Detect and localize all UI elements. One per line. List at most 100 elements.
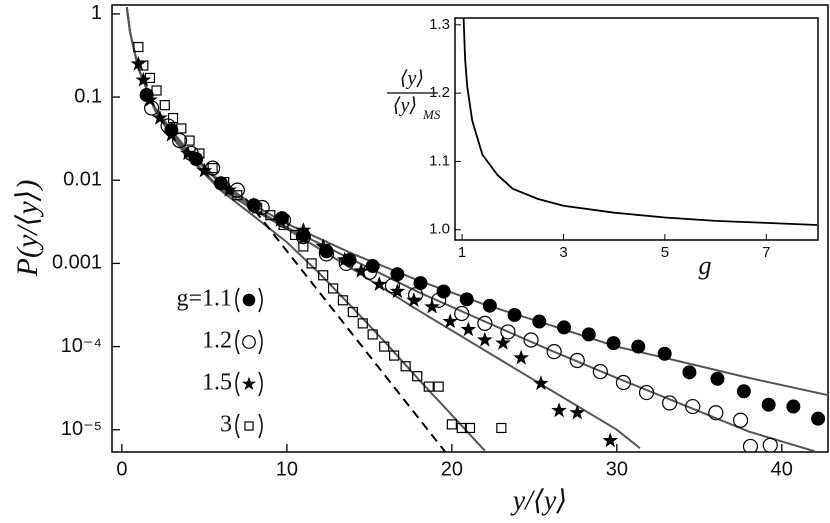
marker xyxy=(176,123,187,134)
marker xyxy=(337,295,349,306)
inset-y-numerator: ⟨y⟩ xyxy=(400,68,424,90)
x-tick-label: 30 xyxy=(606,458,628,480)
marker xyxy=(347,306,358,318)
y-tick-label: 0.1 xyxy=(74,85,102,107)
main-frame xyxy=(111,4,829,453)
legend-paren xyxy=(258,413,263,439)
legend-marker xyxy=(242,293,256,307)
marker xyxy=(477,315,493,331)
marker xyxy=(454,305,470,322)
legend-paren xyxy=(258,371,263,397)
marker xyxy=(507,307,522,322)
main-plot xyxy=(125,7,828,452)
legend-paren xyxy=(235,329,240,355)
marker xyxy=(278,219,289,231)
y-tick-label: 0.01 xyxy=(63,169,102,191)
marker xyxy=(459,292,474,307)
marker xyxy=(379,341,390,352)
marker xyxy=(265,210,276,221)
legend-label: 1.2 xyxy=(202,328,232,354)
dashed-line xyxy=(244,198,447,452)
marker xyxy=(219,177,230,188)
marker xyxy=(732,412,749,428)
x-axis-label: y/⟨y⟩ xyxy=(510,485,567,516)
marker xyxy=(477,331,493,347)
marker xyxy=(246,197,262,212)
marker xyxy=(384,278,401,294)
marker xyxy=(413,276,428,291)
legend-paren xyxy=(235,371,240,397)
marker xyxy=(662,395,678,411)
marker xyxy=(232,190,243,201)
y-tick-label: 0.001 xyxy=(52,252,102,274)
marker xyxy=(327,283,339,294)
marker xyxy=(592,364,608,380)
inset-y-tick-label: 1.0 xyxy=(429,221,450,238)
inset-x-axis-label: g xyxy=(699,251,712,280)
marker xyxy=(133,41,144,53)
marker xyxy=(221,181,237,197)
marker xyxy=(406,292,422,307)
marker xyxy=(138,60,149,71)
marker xyxy=(546,344,562,360)
x-tick-label: 40 xyxy=(771,458,793,480)
marker xyxy=(315,238,331,254)
marker xyxy=(159,100,170,111)
marker xyxy=(710,371,725,386)
marker xyxy=(523,332,539,348)
marker xyxy=(318,270,329,281)
marker xyxy=(353,262,369,278)
marker xyxy=(196,162,213,178)
inset-y-subscript: MS xyxy=(422,107,441,122)
inset-y-tick-label: 1.3 xyxy=(429,16,450,33)
marker xyxy=(557,320,572,335)
marker xyxy=(657,346,672,361)
marker xyxy=(569,404,586,420)
marker xyxy=(338,255,354,272)
marker xyxy=(400,361,411,372)
y-tick-label: 10⁻⁵ xyxy=(61,418,102,440)
marker xyxy=(496,422,507,434)
marker xyxy=(163,126,180,142)
legend-label: 1.5 xyxy=(202,370,232,396)
marker xyxy=(135,71,152,87)
legend-paren xyxy=(235,287,240,313)
inset-y-tick-label: 1.2 xyxy=(429,84,450,101)
marker xyxy=(464,422,476,434)
x-tick-label: 0 xyxy=(116,458,127,480)
marker xyxy=(142,91,158,107)
x-tick-label: 10 xyxy=(276,458,298,480)
marker xyxy=(446,419,457,430)
marker xyxy=(532,314,547,329)
marker xyxy=(742,438,759,452)
marker xyxy=(172,132,188,149)
marker xyxy=(371,276,388,291)
marker xyxy=(602,432,619,448)
x-tick-label: 20 xyxy=(441,458,463,480)
marker xyxy=(167,112,179,124)
marker xyxy=(151,85,162,96)
y-tick-label: 1 xyxy=(91,2,102,24)
marker xyxy=(456,422,467,434)
marker xyxy=(336,251,353,267)
marker xyxy=(272,212,289,227)
marker xyxy=(495,334,511,350)
inset-y-tick-label: 1.1 xyxy=(429,152,450,169)
marker xyxy=(631,339,646,354)
marker xyxy=(569,352,585,369)
y-tick-label: 10⁻⁴ xyxy=(61,335,102,357)
inset-x-tick-label: 3 xyxy=(559,244,567,261)
marker xyxy=(615,374,632,391)
marker xyxy=(412,371,423,382)
inset-x-tick-label: 1 xyxy=(458,244,466,261)
inset-x-tick-label: 7 xyxy=(762,244,770,261)
marker xyxy=(433,381,444,392)
marker xyxy=(786,399,801,414)
marker xyxy=(581,327,596,342)
marker xyxy=(207,162,218,174)
marker xyxy=(389,350,400,361)
marker xyxy=(533,375,549,391)
marker xyxy=(389,283,406,299)
marker xyxy=(436,284,451,299)
